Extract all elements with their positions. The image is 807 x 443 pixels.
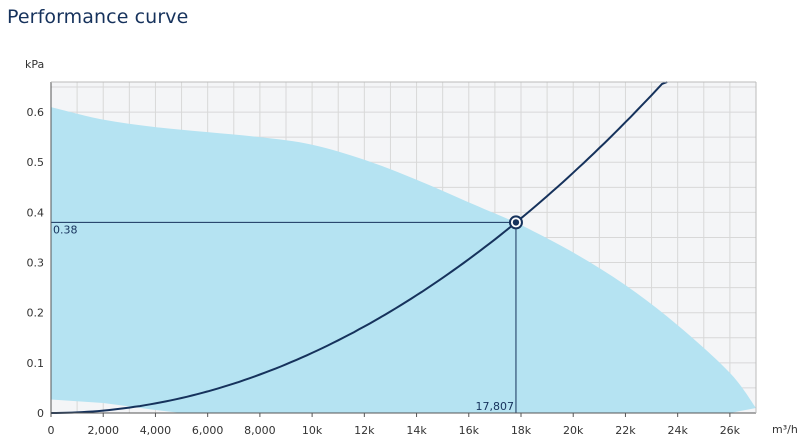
- y-tick-label: 0.3: [27, 257, 45, 270]
- axes: [50, 81, 757, 414]
- x-tick-label: 24k: [667, 424, 688, 437]
- page-title: Performance curve: [7, 6, 189, 28]
- x-tick-label: 20k: [563, 424, 584, 437]
- x-tick-label: 8,000: [244, 424, 276, 437]
- y-tick-label: 0.6: [27, 106, 45, 119]
- operating-point: 0.38 17,807: [53, 215, 523, 413]
- x-tick-label: 14k: [406, 424, 427, 437]
- tick-labels: 0 2,000 4,000 6,000 8,000 10k 12k 14k 16k 18k 20k 2…: [27, 106, 741, 437]
- x-tick-label: 26k: [720, 424, 741, 437]
- operating-range-area: [51, 107, 756, 414]
- y-tick-label: 0.4: [27, 206, 45, 219]
- operating-point-guides: [51, 221, 517, 413]
- x-tick-label: 10k: [302, 424, 323, 437]
- y-tick-label: 0.5: [27, 156, 45, 169]
- x-tick-label: 2,000: [87, 424, 119, 437]
- y-tick-label: 0: [37, 407, 44, 420]
- system-curve: [51, 81, 668, 414]
- x-tick-label: 4,000: [140, 424, 172, 437]
- x-tick-label: 12k: [354, 424, 375, 437]
- x-tick-label: 22k: [615, 424, 636, 437]
- y-tick-label: 0.1: [27, 357, 45, 370]
- x-tick-label: 6,000: [192, 424, 224, 437]
- operating-point-x-label: 17,807: [475, 400, 514, 413]
- x-tick-label: 16k: [459, 424, 480, 437]
- x-axis-unit-label: m³/h: [772, 423, 798, 436]
- operating-point-y-label: 0.38: [53, 223, 78, 236]
- operating-point-marker-dot: [512, 219, 520, 226]
- x-tick-label: 18k: [511, 424, 532, 437]
- x-tick-label: 0: [48, 424, 55, 437]
- y-axis-unit-label: kPa: [25, 58, 44, 71]
- y-tick-label: 0.2: [27, 307, 45, 320]
